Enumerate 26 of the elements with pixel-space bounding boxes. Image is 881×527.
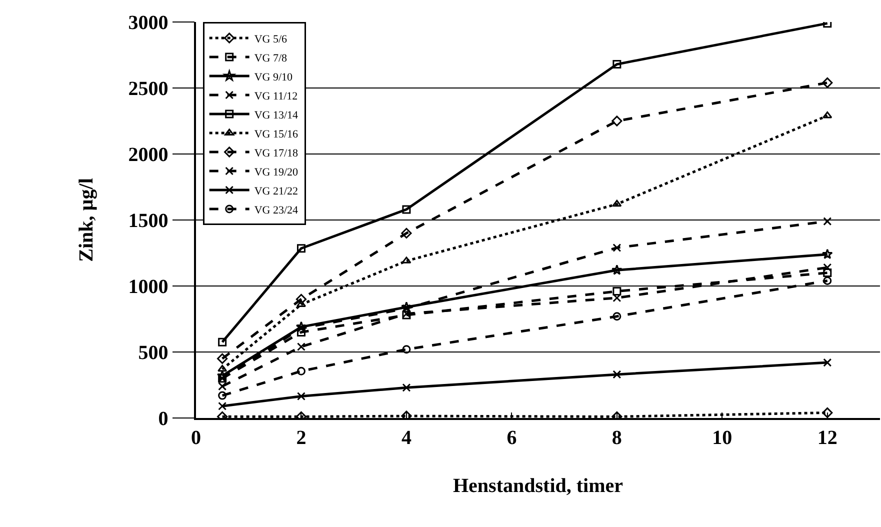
y-axis-title: Zink, µg/l (75, 178, 98, 262)
legend-label: VG 11/12 (254, 90, 298, 102)
legend-label: VG 21/22 (254, 185, 298, 198)
y-tick-label: 2500 (128, 78, 168, 100)
legend-label: VG 5/6 (254, 33, 288, 46)
y-tick-label: 1000 (128, 276, 168, 298)
x-tick-label: 12 (817, 426, 838, 449)
x-tick-label: 8 (612, 426, 622, 449)
legend-label: VG 9/10 (254, 71, 294, 84)
y-tick-label: 1500 (128, 210, 168, 232)
y-tick-label: 3000 (128, 12, 168, 34)
x-tick-label: 6 (506, 426, 517, 449)
x-axis-title: Henstandstid, timer (453, 474, 624, 497)
legend-label: VG 15/16 (254, 128, 299, 140)
legend-label: VG 19/20 (254, 166, 299, 178)
legend-label: VG 17/18 (254, 147, 299, 160)
x-tick-label: 2 (296, 426, 306, 449)
y-tick-label: 0 (158, 408, 168, 430)
legend-label: VG 7/8 (254, 52, 288, 64)
y-tick-label: 500 (138, 342, 168, 364)
legend-label: VG 13/14 (254, 109, 299, 122)
legend-label: VG 23/24 (254, 204, 299, 216)
x-tick-label: 0 (191, 426, 201, 449)
x-tick-label: 4 (401, 426, 412, 449)
y-tick-label: 2000 (128, 144, 168, 166)
x-tick-label: 10 (712, 426, 732, 449)
